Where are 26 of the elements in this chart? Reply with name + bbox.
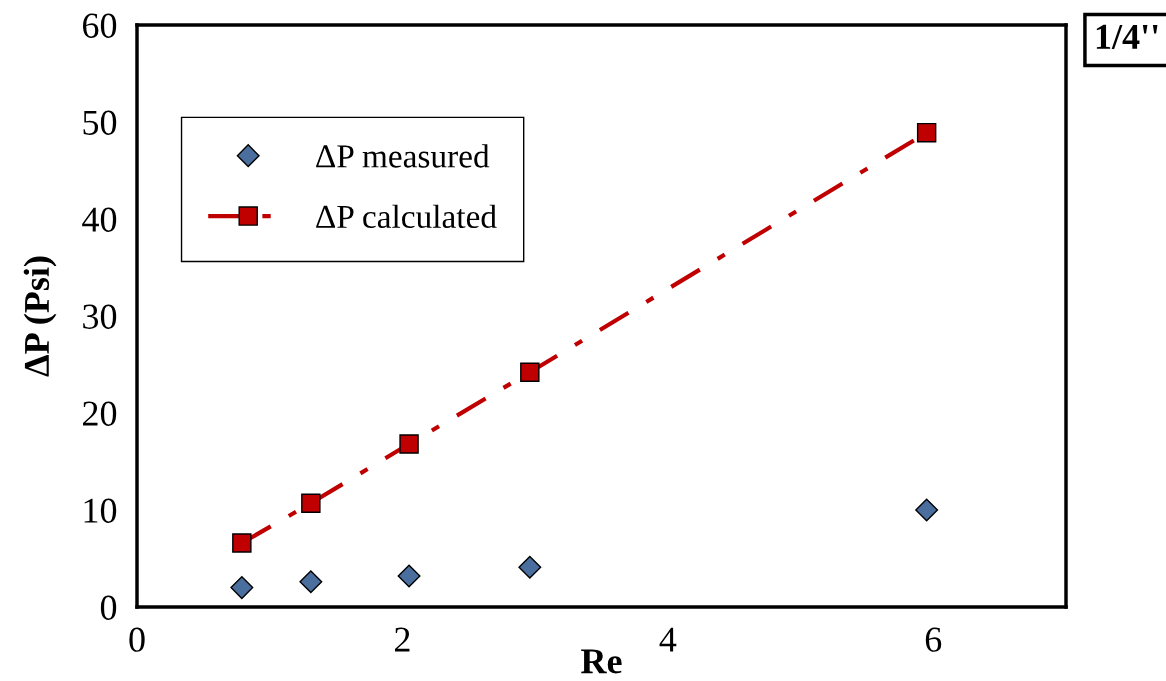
point: [518, 555, 542, 579]
x-tick-label: 0: [129, 627, 145, 652]
y-tick-label: 60: [83, 13, 117, 38]
y-axis-title: ΔP (Psi): [23, 256, 57, 377]
y-tick-label: 20: [83, 401, 117, 426]
point: [299, 570, 323, 594]
point: [916, 122, 937, 143]
x-tick-label: 2: [394, 627, 410, 652]
point: [399, 434, 419, 454]
y-tick-label: 10: [84, 498, 117, 523]
y-tick-label: 0: [100, 595, 117, 620]
y-tick-label: 40: [82, 207, 117, 232]
point: [230, 576, 254, 600]
x-tick-label: 6: [925, 627, 942, 652]
legend-label: ΔP measured: [316, 144, 490, 168]
x-axis-title: Re: [581, 649, 622, 674]
point: [397, 564, 421, 588]
point: [915, 498, 939, 522]
legend-label: ΔP calculated: [316, 204, 497, 229]
text: 1/4'': [1096, 24, 1158, 50]
y-tick-label: 50: [83, 110, 117, 135]
y-tick-label: 30: [83, 304, 117, 329]
point: [520, 362, 540, 382]
point: [301, 493, 321, 513]
x-tick-label: 4: [659, 627, 677, 652]
point: [232, 533, 252, 553]
